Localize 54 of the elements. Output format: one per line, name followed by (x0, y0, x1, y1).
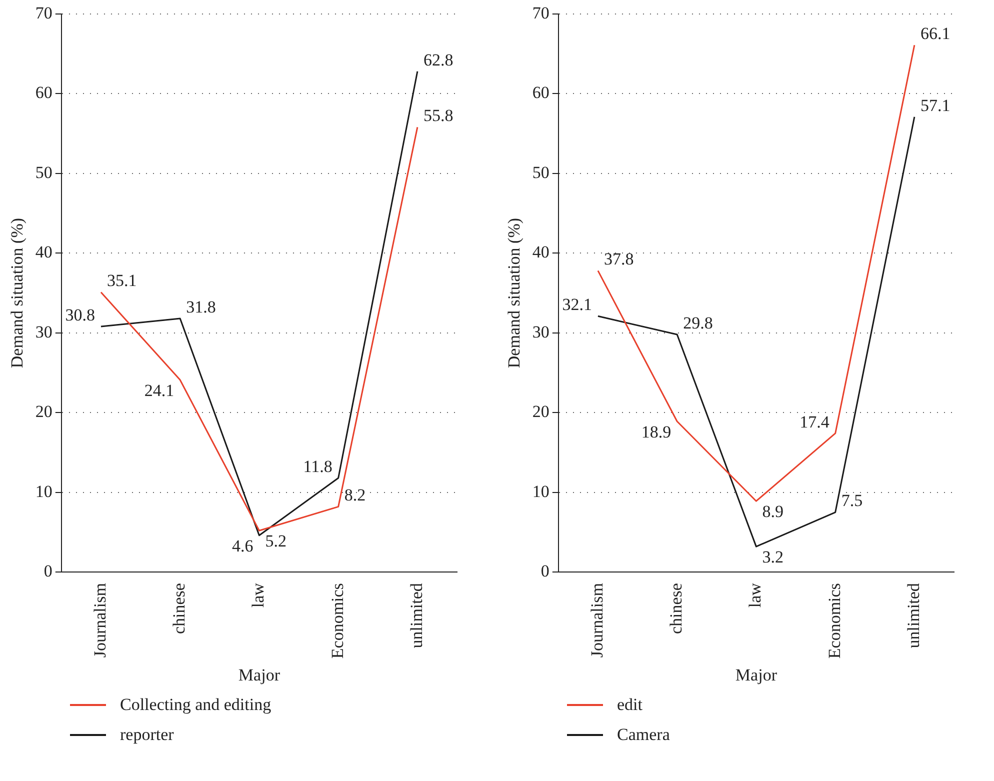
data-label: 66.1 (920, 24, 950, 44)
x-tick-label: Economics (328, 583, 347, 659)
x-tick-label: Journalism (587, 583, 606, 658)
y-tick-label: 10 (532, 482, 550, 501)
y-tick-label: 0 (540, 562, 550, 581)
data-label: 5.2 (265, 532, 286, 551)
x-axis-title: Major (238, 665, 280, 684)
x-tick-label: law (248, 582, 268, 608)
legend-label: Camera (617, 725, 670, 745)
data-label: 29.8 (683, 313, 713, 332)
y-tick-label: 60 (35, 83, 52, 102)
x-tick-label: chinese (170, 583, 189, 634)
data-label: 11.8 (303, 456, 332, 476)
data-label: 35.1 (106, 271, 137, 290)
legend-label: edit (617, 695, 642, 715)
data-label: 18.9 (641, 422, 672, 442)
data-label: 62.8 (423, 50, 454, 70)
y-tick-label: 50 (532, 162, 550, 182)
y-tick-label: 0 (44, 562, 52, 581)
legend-label: reporter (120, 725, 174, 745)
legend-label: Collecting and editing (120, 695, 272, 715)
y-tick-label: 30 (532, 322, 550, 342)
y-tick-label: 40 (35, 242, 52, 262)
data-label: 17.4 (800, 412, 830, 432)
data-label: 3.2 (762, 548, 784, 567)
data-label: 7.5 (841, 491, 863, 510)
data-label: 32.1 (562, 295, 592, 314)
x-tick-label: unlimited (406, 582, 426, 648)
y-tick-label: 40 (532, 242, 550, 262)
data-label: 30.8 (65, 305, 95, 324)
y-axis-title: Demand situation (%) (8, 218, 27, 368)
x-tick-label: chinese (666, 583, 686, 634)
data-label: 55.8 (423, 106, 454, 126)
y-tick-label: 70 (35, 3, 52, 22)
data-label: 31.8 (186, 298, 216, 317)
y-tick-label: 70 (532, 3, 550, 22)
data-label: 8.2 (344, 486, 366, 505)
data-label: 8.9 (762, 502, 784, 522)
x-tick-label: Journalism (90, 583, 110, 658)
data-label: 57.1 (920, 96, 950, 115)
y-tick-label: 10 (35, 482, 52, 501)
y-tick-label: 60 (532, 83, 550, 102)
y-tick-label: 20 (532, 402, 550, 422)
y-axis-title: Demand situation (%) (504, 218, 524, 368)
y-tick-label: 30 (35, 322, 52, 342)
x-tick-label: Economics (824, 583, 844, 659)
y-tick-label: 50 (35, 162, 52, 182)
data-label: 4.6 (232, 536, 254, 556)
x-axis-title: Major (735, 665, 778, 684)
x-tick-label: unlimited (904, 582, 923, 648)
y-tick-label: 20 (35, 402, 52, 422)
data-label: 37.8 (604, 250, 634, 269)
data-label: 24.1 (144, 380, 174, 400)
x-tick-label: law (746, 582, 765, 608)
